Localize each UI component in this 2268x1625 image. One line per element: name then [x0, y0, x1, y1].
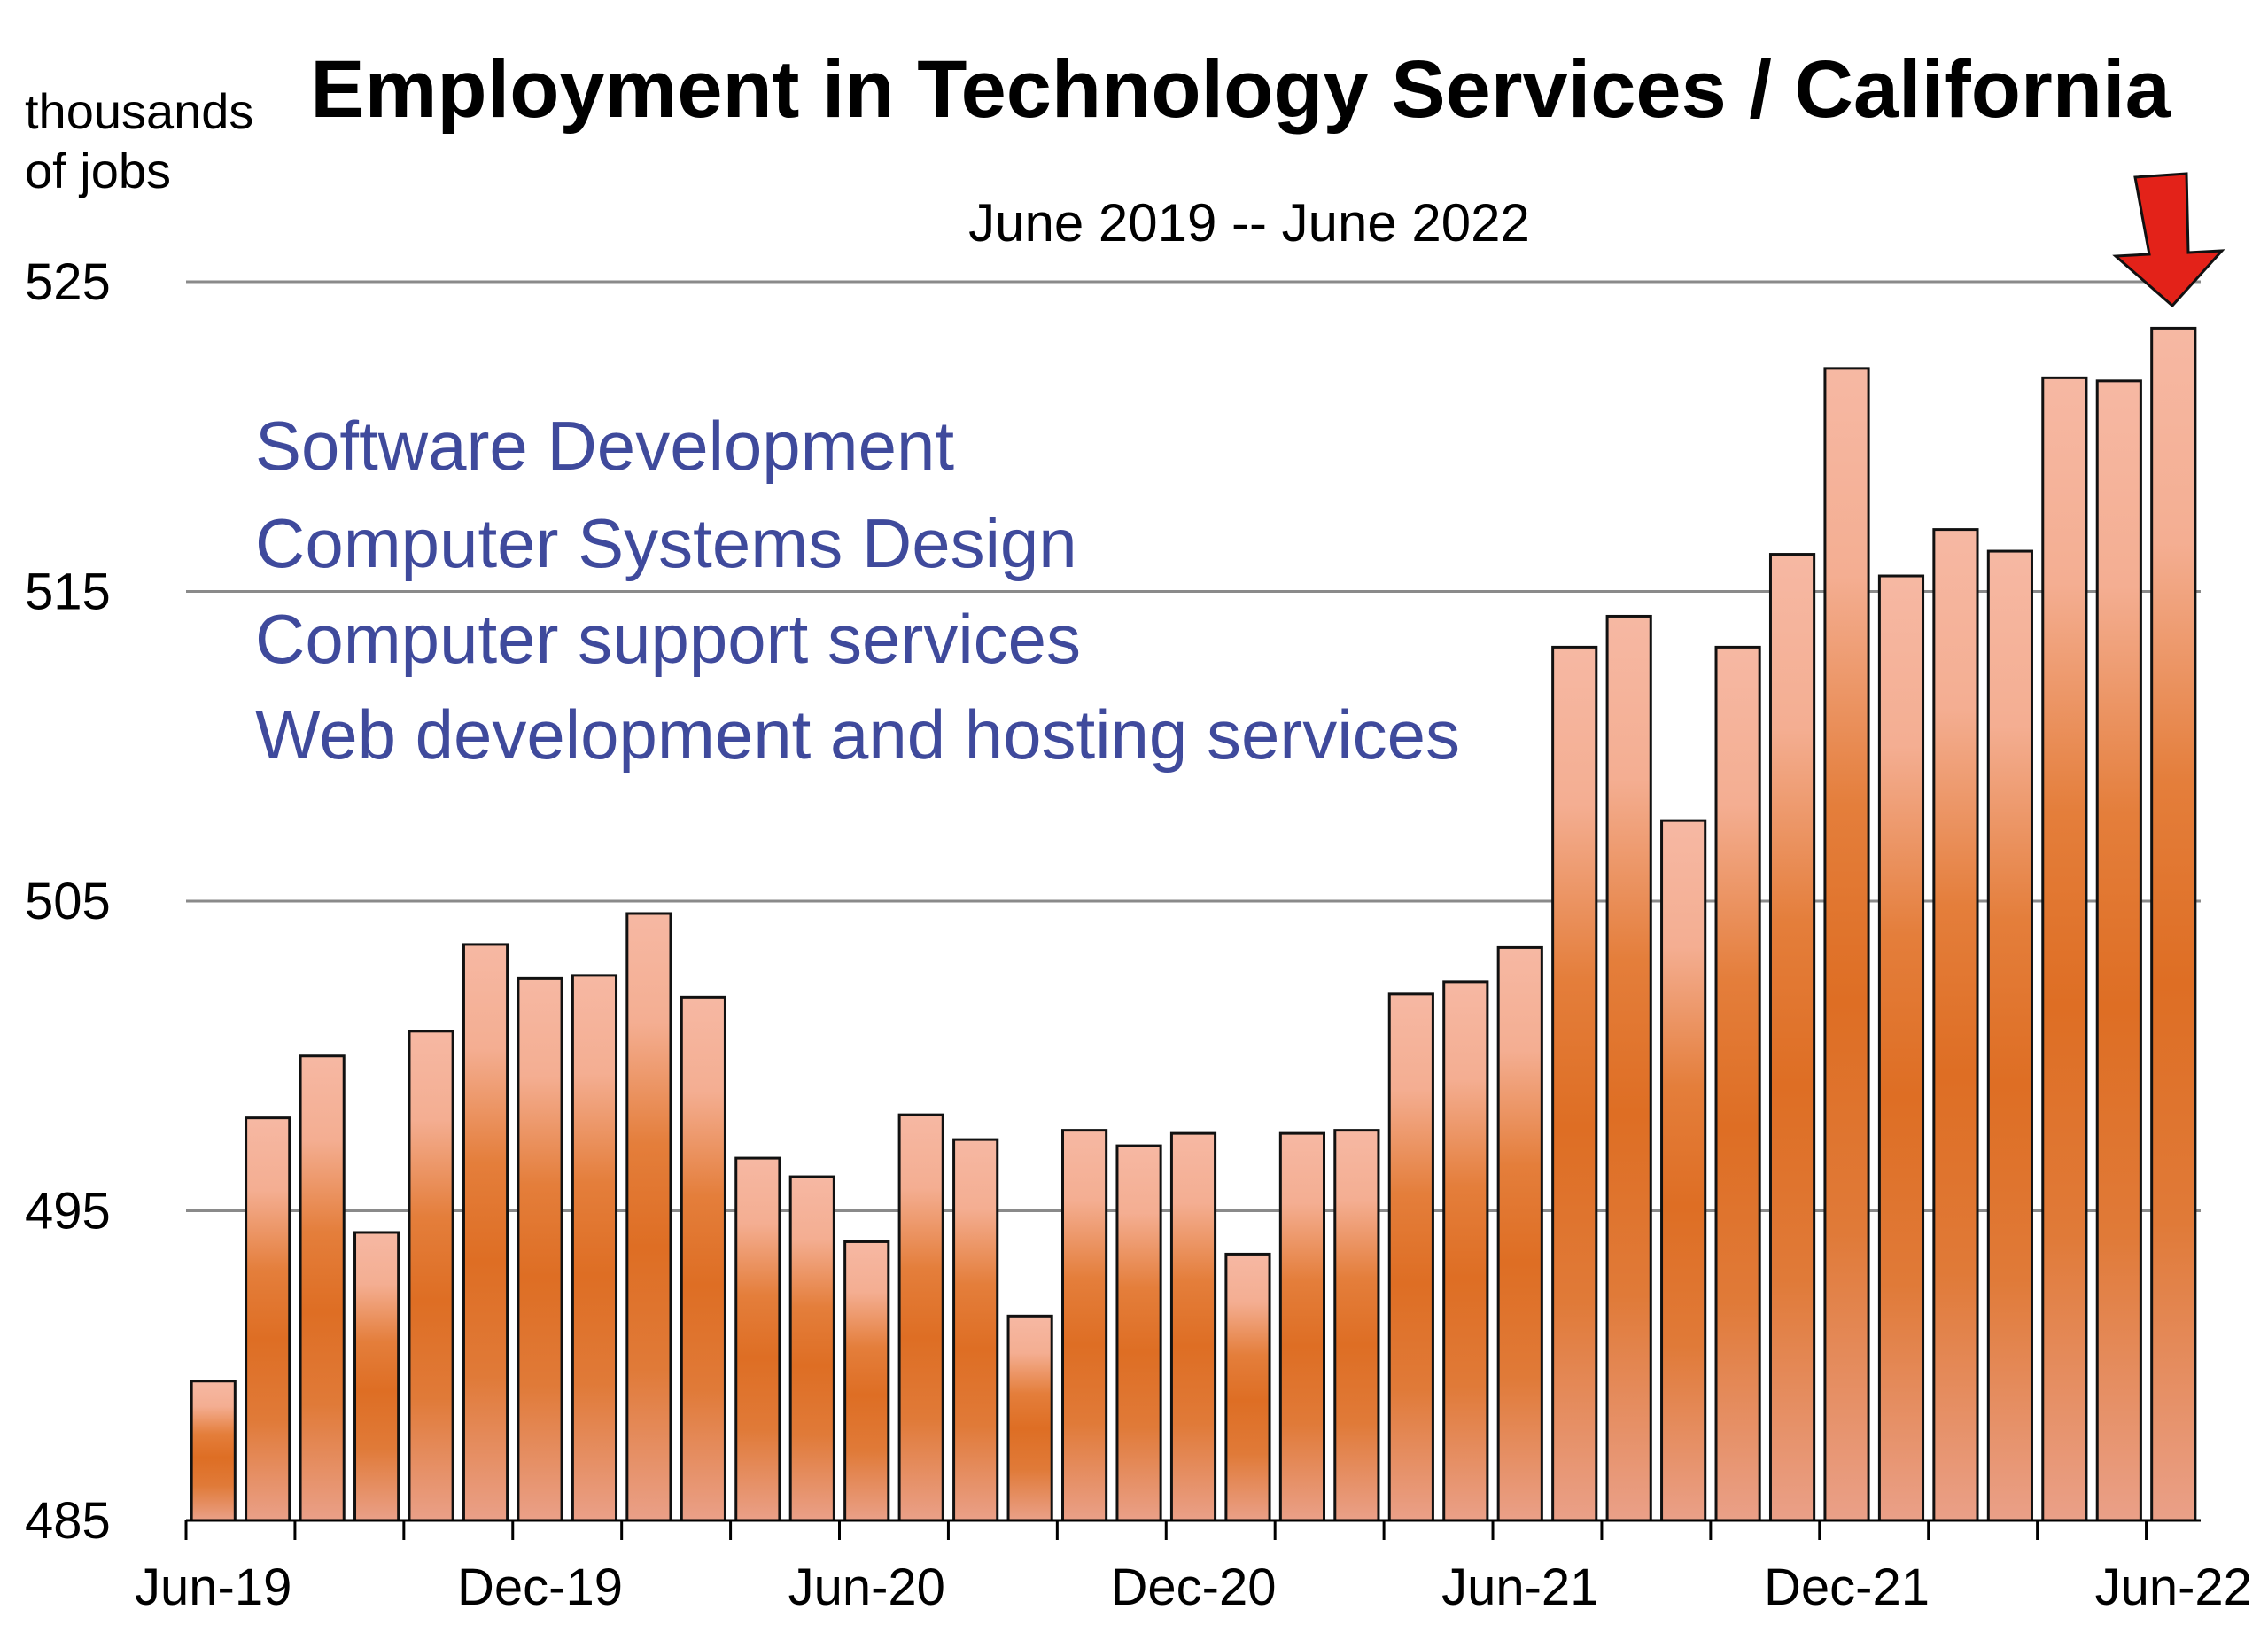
- bar-Apr-20: [734, 1156, 781, 1522]
- chart-subtitle: June 2019 -- June 2022: [968, 193, 1530, 253]
- bar-Mar-21: [1333, 1129, 1380, 1522]
- x-tick-label-Dec-20: Dec-20: [1111, 1559, 1277, 1616]
- bar-Jan-20: [571, 974, 618, 1522]
- annotation-line-1: Software Development: [255, 407, 954, 485]
- x-tick-marks: [184, 1520, 2148, 1540]
- bar-Jun-19: [190, 1380, 237, 1522]
- bar-Sep-19: [353, 1231, 400, 1522]
- bar-Dec-19: [517, 976, 563, 1522]
- y-tick-label-495: 495: [25, 1183, 111, 1240]
- annotation-line-2: Computer Systems Design: [255, 504, 1077, 582]
- y-tick-label-485: 485: [25, 1492, 111, 1550]
- bar-Apr-21: [1387, 992, 1434, 1522]
- bar-Jun-22: [2150, 326, 2197, 1522]
- bar-Feb-20: [625, 912, 672, 1522]
- bar-Feb-21: [1278, 1131, 1326, 1522]
- bar-Apr-22: [2041, 376, 2088, 1522]
- y-axis-unit-line-2: of jobs: [25, 143, 171, 198]
- bar-May-21: [1442, 980, 1489, 1522]
- bar-Oct-19: [408, 1030, 454, 1522]
- bar-Jun-21: [1496, 945, 1543, 1522]
- bar-Oct-20: [1060, 1129, 1108, 1522]
- y-tick-label-515: 515: [25, 564, 111, 621]
- bar-Mar-20: [680, 995, 726, 1522]
- annotation-block: Software Development Computer Systems De…: [255, 407, 1460, 774]
- bar-Nov-20: [1115, 1144, 1162, 1522]
- annotation-line-4: Web development and hosting services: [255, 696, 1460, 774]
- bar-Feb-22: [1932, 528, 1979, 1522]
- y-tick-label-505: 505: [25, 873, 111, 930]
- bar-Oct-21: [1714, 645, 1761, 1522]
- y-axis-unit-line-1: thousands: [25, 83, 253, 139]
- bar-Sep-20: [1006, 1314, 1053, 1522]
- x-tick-label-Jun-20: Jun-20: [788, 1559, 945, 1616]
- bar-Aug-20: [952, 1138, 999, 1522]
- bar-May-20: [788, 1175, 835, 1522]
- red-down-arrow-icon: [2112, 172, 2225, 308]
- bar-Nov-19: [462, 943, 509, 1522]
- x-tick-label-Dec-19: Dec-19: [457, 1559, 623, 1616]
- bar-Dec-20: [1169, 1131, 1217, 1522]
- bar-Aug-19: [299, 1054, 346, 1522]
- bar-Mar-22: [1986, 549, 2033, 1522]
- x-tick-labels: Jun-19 Dec-19 Jun-20 Dec-20 Jun-21 Dec-21 Jun-…: [135, 1559, 2252, 1616]
- bar-Jun-20: [843, 1240, 890, 1522]
- bar-Sep-21: [1660, 819, 1707, 1522]
- bar-May-22: [2095, 379, 2142, 1522]
- chart-title: Employment in Technology Services / Cali…: [310, 44, 2171, 135]
- x-tick-label-Dec-21: Dec-21: [1764, 1559, 1930, 1616]
- annotation-line-3: Computer support services: [255, 600, 1081, 678]
- x-tick-label-Jun-19: Jun-19: [135, 1559, 291, 1616]
- y-tick-label-525: 525: [25, 253, 111, 311]
- bar-Jan-21: [1224, 1252, 1271, 1522]
- y-tick-labels: 525 515 505 495 485: [25, 253, 111, 1550]
- bar-Jul-21: [1551, 645, 1598, 1522]
- bar-Dec-21: [1823, 367, 1870, 1522]
- x-tick-label-Jun-22: Jun-22: [2095, 1559, 2252, 1616]
- bar-Jul-19: [245, 1116, 291, 1522]
- bars: [190, 326, 2197, 1522]
- bar-Jul-20: [897, 1113, 944, 1522]
- bar-Nov-21: [1768, 553, 1816, 1522]
- x-tick-label-Jun-21: Jun-21: [1441, 1559, 1598, 1616]
- bar-Aug-21: [1605, 614, 1652, 1522]
- bar-Jan-22: [1877, 574, 1925, 1522]
